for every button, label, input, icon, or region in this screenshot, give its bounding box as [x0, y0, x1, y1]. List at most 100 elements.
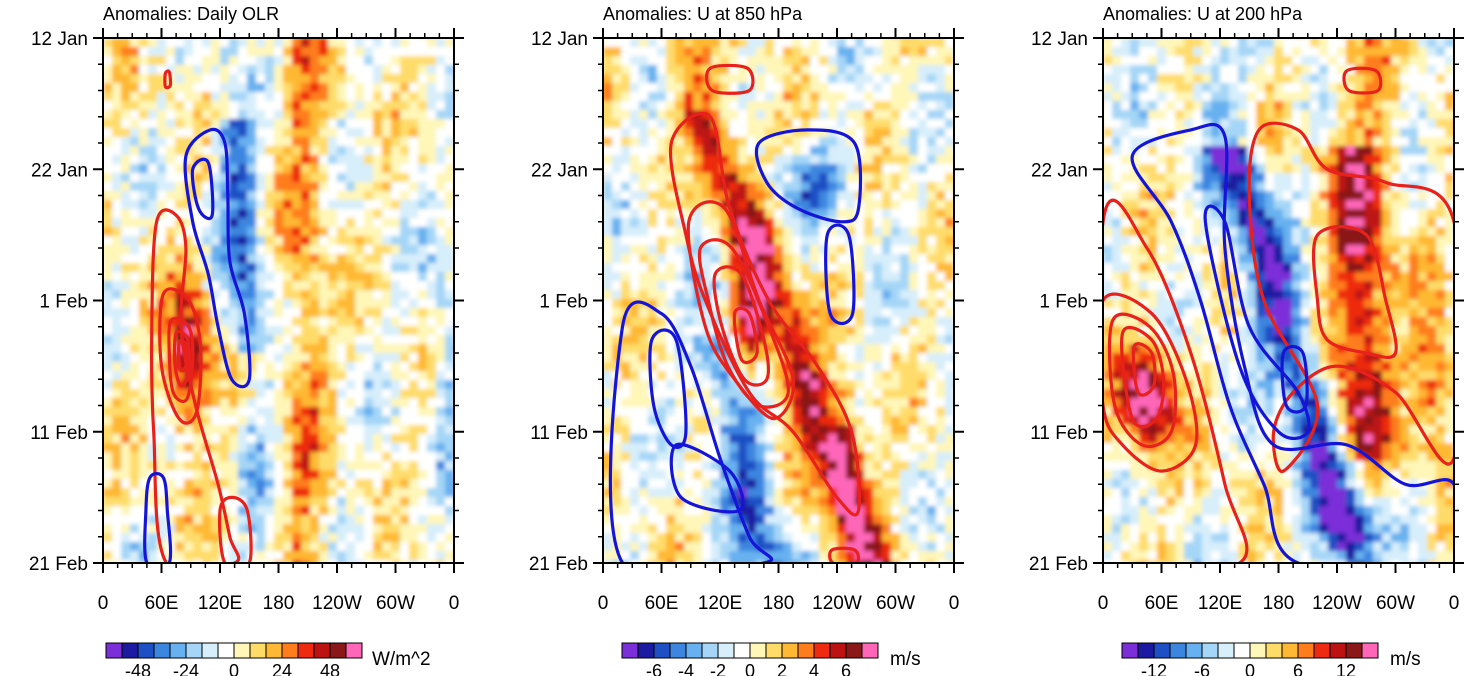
field-cell: [756, 389, 766, 399]
field-cell: [445, 533, 454, 543]
field-cell: [220, 488, 230, 498]
field-cell: [166, 128, 176, 138]
field-cell: [891, 200, 901, 210]
field-cell: [238, 560, 248, 563]
field-cell: [202, 542, 212, 552]
field-cell: [157, 254, 167, 264]
field-cell: [927, 74, 937, 84]
field-cell: [702, 389, 712, 399]
field-cell: [693, 416, 703, 426]
field-cell: [112, 497, 122, 507]
field-cell: [355, 146, 365, 156]
field-cell: [265, 227, 275, 237]
field-cell: [283, 371, 293, 381]
field-cell: [720, 74, 730, 84]
field-cell: [274, 137, 284, 147]
field-cell: [238, 254, 248, 264]
field-cell: [292, 272, 302, 282]
field-cell: [747, 461, 757, 471]
field-cell: [765, 83, 775, 93]
field-cell: [301, 506, 311, 516]
field-cell: [918, 515, 928, 525]
field-cell: [355, 380, 365, 390]
field-cell: [130, 335, 140, 345]
colorbar-swatch: [329, 642, 347, 659]
field-cell: [184, 551, 194, 561]
field-cell: [193, 533, 203, 543]
field-cell: [373, 173, 383, 183]
field-cell: [792, 191, 802, 201]
field-cell: [265, 398, 275, 408]
field-cell: [945, 173, 954, 183]
field-cell: [202, 506, 212, 516]
field-cell: [648, 470, 658, 480]
field-cell: [792, 74, 802, 84]
field-cell: [139, 470, 149, 480]
field-cell: [400, 155, 410, 165]
field-cell: [846, 470, 856, 480]
field-cell: [819, 155, 829, 165]
field-cell: [238, 146, 248, 156]
field-cell: [373, 506, 383, 516]
field-cell: [702, 362, 712, 372]
field-cell: [166, 182, 176, 192]
field-cell: [864, 470, 874, 480]
panel-olr: Anomalies: Daily OLR 0 60E 120E 180 120W 60W 0…: [29, 4, 464, 676]
field-cell: [774, 398, 784, 408]
field-cell: [328, 281, 338, 291]
field-cell: [184, 533, 194, 543]
field-cell: [427, 380, 437, 390]
field-cell: [337, 344, 347, 354]
field-cell: [864, 245, 874, 255]
field-cell: [445, 542, 454, 552]
field-cell: [603, 65, 613, 75]
field-cell: [283, 92, 293, 102]
field-cell: [873, 470, 883, 480]
field-cell: [202, 191, 212, 201]
field-cell: [675, 506, 685, 516]
field-cell: [373, 281, 383, 291]
field-cell: [445, 155, 454, 165]
field-cell: [855, 83, 865, 93]
field-cell: [666, 83, 676, 93]
field-cell: [391, 209, 401, 219]
field-cell: [202, 524, 212, 534]
field-cell: [846, 218, 856, 228]
field-cell: [801, 425, 811, 435]
field-cell: [382, 470, 392, 480]
field-cell: [900, 461, 910, 471]
field-cell: [256, 389, 266, 399]
field-cell: [630, 398, 640, 408]
field-cell: [112, 452, 122, 462]
field-cell: [810, 488, 820, 498]
field-cell: [936, 524, 946, 534]
field-cell: [292, 101, 302, 111]
field-cell: [810, 47, 820, 57]
field-cell: [648, 164, 658, 174]
field-cell: [418, 551, 428, 561]
field-cell: [211, 299, 221, 309]
field-cell: [837, 119, 847, 129]
field-cell: [247, 128, 257, 138]
field-cell: [801, 74, 811, 84]
field-cell: [864, 443, 874, 453]
field-cell: [103, 146, 113, 156]
field-cell: [621, 326, 631, 336]
field-cell: [738, 452, 748, 462]
field-cell: [445, 38, 454, 48]
field-cell: [445, 200, 454, 210]
field-cell: [882, 191, 892, 201]
field-cell: [882, 137, 892, 147]
field-cell: [774, 371, 784, 381]
field-cell: [247, 83, 257, 93]
field-cell: [319, 443, 329, 453]
field-cell: [409, 335, 419, 345]
field-cell: [819, 389, 829, 399]
field-cell: [711, 182, 721, 192]
field-cell: [112, 200, 122, 210]
field-cell: [900, 191, 910, 201]
field-cell: [801, 137, 811, 147]
field-cell: [328, 461, 338, 471]
field-cell: [612, 74, 622, 84]
field-cell: [112, 128, 122, 138]
